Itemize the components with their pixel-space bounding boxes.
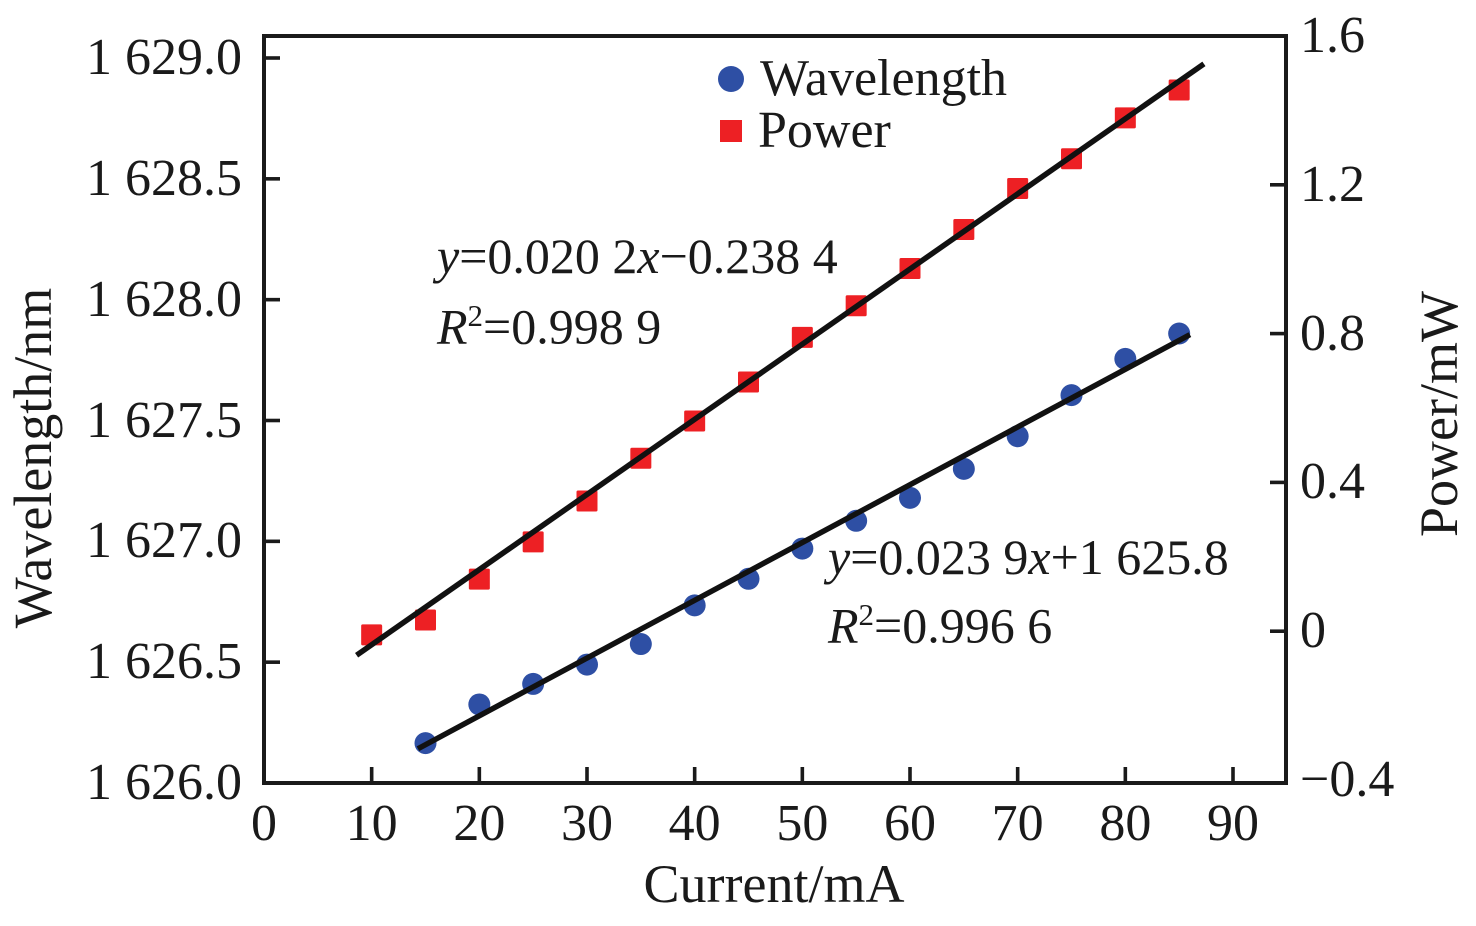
y-right-tick-label: 1.2 xyxy=(1300,155,1365,213)
y-right-tick-label: 1.6 xyxy=(1300,7,1365,64)
power-legend-marker-icon xyxy=(720,120,742,142)
y-right-tick-label: 0.8 xyxy=(1300,304,1365,362)
power-fit-annotation: y=0.020 2x−0.238 4 R2=0.998 9 xyxy=(437,226,838,357)
y-right-tick-label: 0.4 xyxy=(1300,453,1365,511)
y-left-tick-label: 1 627.0 xyxy=(86,512,242,570)
wavelength-legend-marker-icon xyxy=(718,66,744,92)
wavelength-fit-annotation: y=0.023 9x+1 625.8 R2=0.996 6 xyxy=(828,528,1229,655)
x-tick-label: 80 xyxy=(1099,795,1152,852)
x-tick-label: 70 xyxy=(991,795,1044,852)
wavelength-fit-r-squared: R2=0.996 6 xyxy=(828,597,1053,654)
y-right-tick-label: 0 xyxy=(1300,602,1326,660)
y-right-axis-title: Power/mW xyxy=(1409,291,1469,537)
power-point xyxy=(415,609,436,631)
x-tick-label: 20 xyxy=(453,795,506,852)
wavelength-point xyxy=(629,633,652,656)
y-left-tick-label: 1 626.5 xyxy=(86,633,242,691)
wavelength-fit-equation: y=0.023 9x+1 625.8 xyxy=(828,529,1229,585)
legend-item-wavelength: Wavelength xyxy=(718,50,1007,108)
x-tick-label: 10 xyxy=(345,795,398,852)
y-left-axis-title: Wavelength/nm xyxy=(3,287,63,629)
y-left-tick-label: 1 629.0 xyxy=(86,29,242,86)
x-tick-label: 30 xyxy=(561,795,613,852)
x-tick-label: 0 xyxy=(251,795,277,852)
x-tick-label: 90 xyxy=(1207,795,1259,852)
power-fit-r-squared: R2=0.998 9 xyxy=(437,298,662,355)
x-axis-title: Current/mA xyxy=(643,854,905,914)
wavelength-point xyxy=(952,457,975,480)
y-left-tick-label: 1 628.5 xyxy=(86,149,242,207)
power-fit-equation: y=0.020 2x−0.238 4 xyxy=(437,228,838,284)
x-tick-label: 60 xyxy=(884,795,936,852)
power-point xyxy=(1007,178,1029,200)
legend-label-wavelength: Wavelength xyxy=(760,50,1008,107)
x-tick-label: 40 xyxy=(668,795,721,852)
y-left-tick-label: 1 628.0 xyxy=(86,270,242,328)
wavelength-fit-line xyxy=(416,332,1192,752)
legend-label-power: Power xyxy=(758,102,891,159)
y-left-tick-label: 1 627.5 xyxy=(86,391,242,449)
legend-item-power: Power xyxy=(720,102,891,160)
y-left-tick-label: 1 626.0 xyxy=(86,754,242,811)
wavelength-point xyxy=(899,486,921,509)
power-fit-line xyxy=(355,61,1206,658)
x-tick-label: 50 xyxy=(776,795,829,852)
plot-frame xyxy=(262,34,1288,785)
y-right-tick-label: −0.4 xyxy=(1300,751,1395,808)
